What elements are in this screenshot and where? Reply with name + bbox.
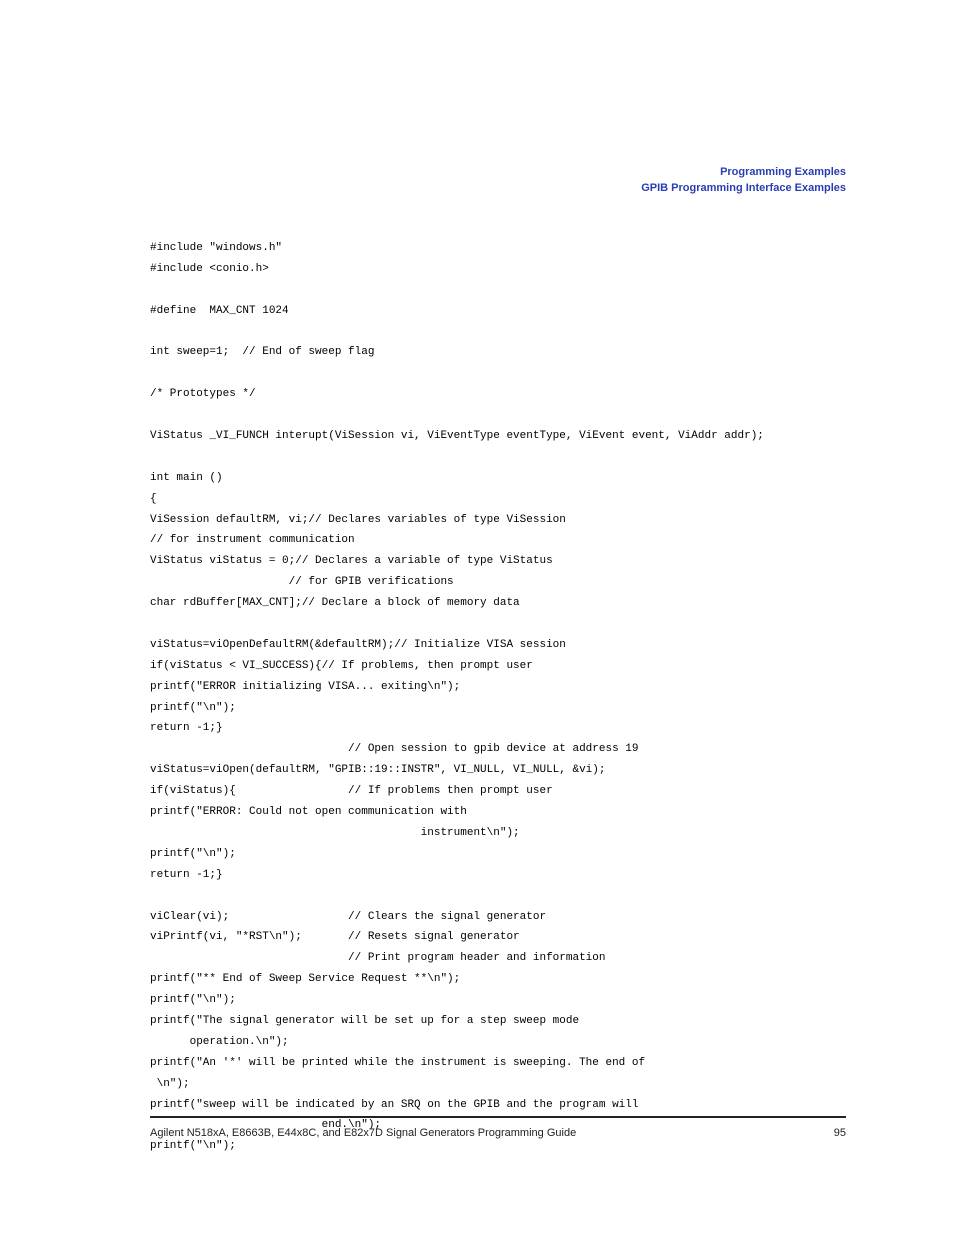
page-footer: Agilent N518xA, E8663B, E44x8C, and E82x…	[0, 1116, 954, 1139]
header-line-2: GPIB Programming Interface Examples	[641, 181, 846, 197]
footer-title: Agilent N518xA, E8663B, E44x8C, and E82x…	[150, 1127, 576, 1139]
page-number: 95	[834, 1127, 846, 1139]
header-line-1: Programming Examples	[641, 165, 846, 181]
page-header: Programming Examples GPIB Programming In…	[641, 165, 846, 197]
page: Programming Examples GPIB Programming In…	[0, 0, 954, 1235]
footer-rule	[150, 1116, 846, 1118]
code-listing: #include "windows.h" #include <conio.h> …	[150, 238, 854, 1157]
footer-row: Agilent N518xA, E8663B, E44x8C, and E82x…	[150, 1127, 846, 1139]
